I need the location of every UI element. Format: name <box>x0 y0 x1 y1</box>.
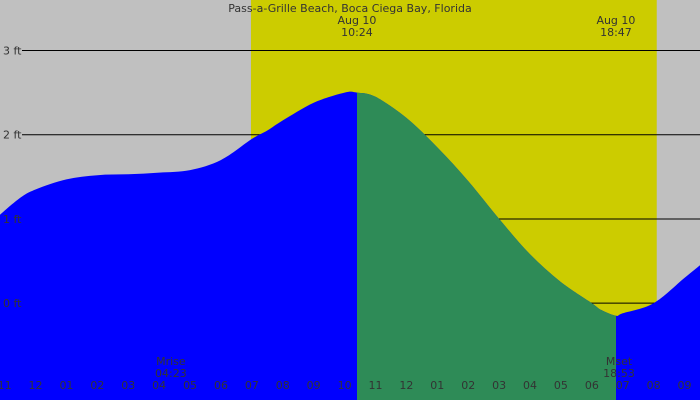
low-tide-time: 18:47 <box>600 26 632 39</box>
moon-event-time: 04:23 <box>155 367 187 380</box>
hour-tick-label: 02 <box>461 379 475 392</box>
low-tide-date: Aug 10 <box>596 14 635 27</box>
hour-tick-label: 09 <box>678 379 692 392</box>
y-tick-label-3ft: 3 ft <box>3 45 22 58</box>
hour-tick-label: 01 <box>59 379 73 392</box>
hour-tick-label: 07 <box>616 379 630 392</box>
hour-tick-label: 11 <box>0 379 12 392</box>
hour-tick-label: 11 <box>368 379 382 392</box>
hour-tick-label: 07 <box>245 379 259 392</box>
hour-tick-label: 02 <box>90 379 104 392</box>
hour-tick-label: 05 <box>183 379 197 392</box>
y-tick-label-2ft: 2 ft <box>3 129 22 142</box>
hour-tick-label: 12 <box>399 379 413 392</box>
hour-tick-label: 09 <box>307 379 321 392</box>
chart-title: Pass-a-Grille Beach, Boca Ciega Bay, Flo… <box>228 2 471 15</box>
hour-tick-label: 08 <box>647 379 661 392</box>
moon-event-label: Mset <box>606 355 633 368</box>
hour-tick-label: 12 <box>29 379 43 392</box>
hour-tick-label: 04 <box>523 379 537 392</box>
high-tide-time: 10:24 <box>341 26 373 39</box>
y-tick-label-1ft: 1 ft <box>3 213 22 226</box>
hour-tick-label: 03 <box>492 379 506 392</box>
high-tide-date: Aug 10 <box>337 14 376 27</box>
y-tick-label-0ft: 0 ft <box>3 297 22 310</box>
hour-tick-label: 06 <box>585 379 599 392</box>
tide-area-falling <box>356 92 616 400</box>
hour-tick-label: 06 <box>214 379 228 392</box>
moon-event-label: Mrise <box>156 355 186 368</box>
moon-event-time: 18:53 <box>603 367 635 380</box>
hour-tick-label: 10 <box>338 379 352 392</box>
hour-tick-label: 05 <box>554 379 568 392</box>
label-layer: Pass-a-Grille Beach, Boca Ciega Bay, Flo… <box>0 2 692 392</box>
hour-tick-label: 03 <box>121 379 135 392</box>
tide-area-layer <box>0 91 700 400</box>
hour-tick-label: 04 <box>152 379 166 392</box>
hour-tick-label: 08 <box>276 379 290 392</box>
hour-tick-label: 01 <box>430 379 444 392</box>
